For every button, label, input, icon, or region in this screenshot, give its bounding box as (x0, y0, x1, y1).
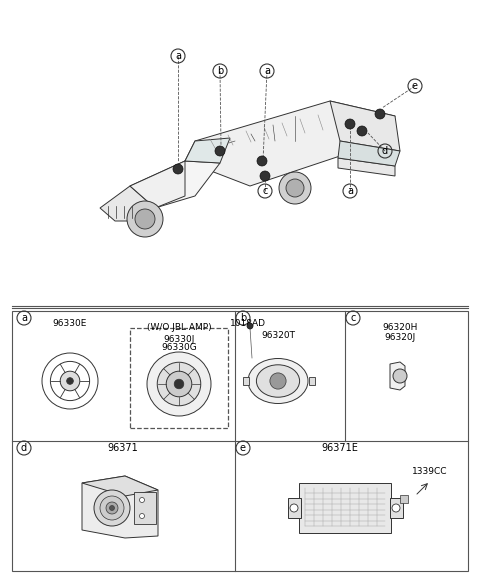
Text: 96330G: 96330G (161, 343, 197, 353)
Text: a: a (347, 186, 353, 196)
Circle shape (392, 504, 400, 512)
Circle shape (270, 373, 286, 389)
Polygon shape (185, 101, 395, 186)
Circle shape (135, 209, 155, 229)
Polygon shape (130, 161, 220, 208)
Circle shape (375, 109, 385, 119)
Circle shape (215, 146, 225, 156)
Polygon shape (100, 186, 155, 221)
Bar (288, 498, 301, 518)
Ellipse shape (256, 365, 300, 397)
Polygon shape (130, 161, 185, 208)
Bar (309, 377, 315, 385)
Circle shape (140, 513, 144, 518)
Circle shape (393, 369, 407, 383)
Text: (W/O JBL AMP): (W/O JBL AMP) (147, 324, 211, 332)
Circle shape (157, 362, 201, 406)
Bar (12, 311, 468, 571)
Circle shape (60, 371, 80, 391)
Polygon shape (330, 101, 400, 151)
Circle shape (100, 496, 124, 520)
Circle shape (286, 179, 304, 197)
Circle shape (127, 201, 163, 237)
Circle shape (247, 323, 253, 329)
Circle shape (94, 490, 130, 526)
Polygon shape (82, 476, 158, 496)
Polygon shape (82, 476, 158, 538)
Text: 96320T: 96320T (261, 331, 295, 339)
Text: b: b (240, 313, 246, 323)
FancyBboxPatch shape (299, 483, 391, 533)
Circle shape (106, 502, 118, 514)
Text: 1018AD: 1018AD (230, 320, 266, 328)
Circle shape (147, 352, 211, 416)
Text: 96330E: 96330E (53, 320, 87, 328)
Circle shape (290, 504, 298, 512)
Circle shape (345, 119, 355, 129)
Circle shape (174, 379, 184, 389)
Circle shape (173, 164, 183, 174)
Text: d: d (382, 146, 388, 156)
Text: e: e (412, 81, 418, 91)
Circle shape (109, 506, 115, 510)
Bar (400, 495, 408, 503)
Text: 96320J: 96320J (384, 332, 416, 342)
Text: 96320H: 96320H (382, 324, 418, 332)
Circle shape (140, 498, 144, 502)
Circle shape (166, 371, 192, 397)
Text: 1339CC: 1339CC (412, 467, 448, 476)
Polygon shape (338, 158, 395, 176)
Text: a: a (175, 51, 181, 61)
Text: d: d (21, 443, 27, 453)
Ellipse shape (248, 358, 308, 404)
Circle shape (279, 172, 311, 204)
Text: 96330J: 96330J (163, 335, 195, 343)
Text: e: e (240, 443, 246, 453)
Circle shape (260, 171, 270, 181)
Text: a: a (21, 313, 27, 323)
Text: c: c (350, 313, 356, 323)
Bar (243, 377, 249, 385)
Text: b: b (217, 66, 223, 76)
Circle shape (357, 126, 367, 136)
Text: 96371E: 96371E (322, 443, 359, 453)
Text: a: a (264, 66, 270, 76)
Polygon shape (338, 141, 400, 166)
Text: 96371: 96371 (108, 443, 138, 453)
Circle shape (257, 156, 267, 166)
Bar (390, 498, 403, 518)
Circle shape (67, 378, 73, 384)
Polygon shape (390, 362, 405, 390)
Polygon shape (185, 138, 230, 163)
Text: c: c (262, 186, 268, 196)
FancyBboxPatch shape (134, 492, 156, 524)
